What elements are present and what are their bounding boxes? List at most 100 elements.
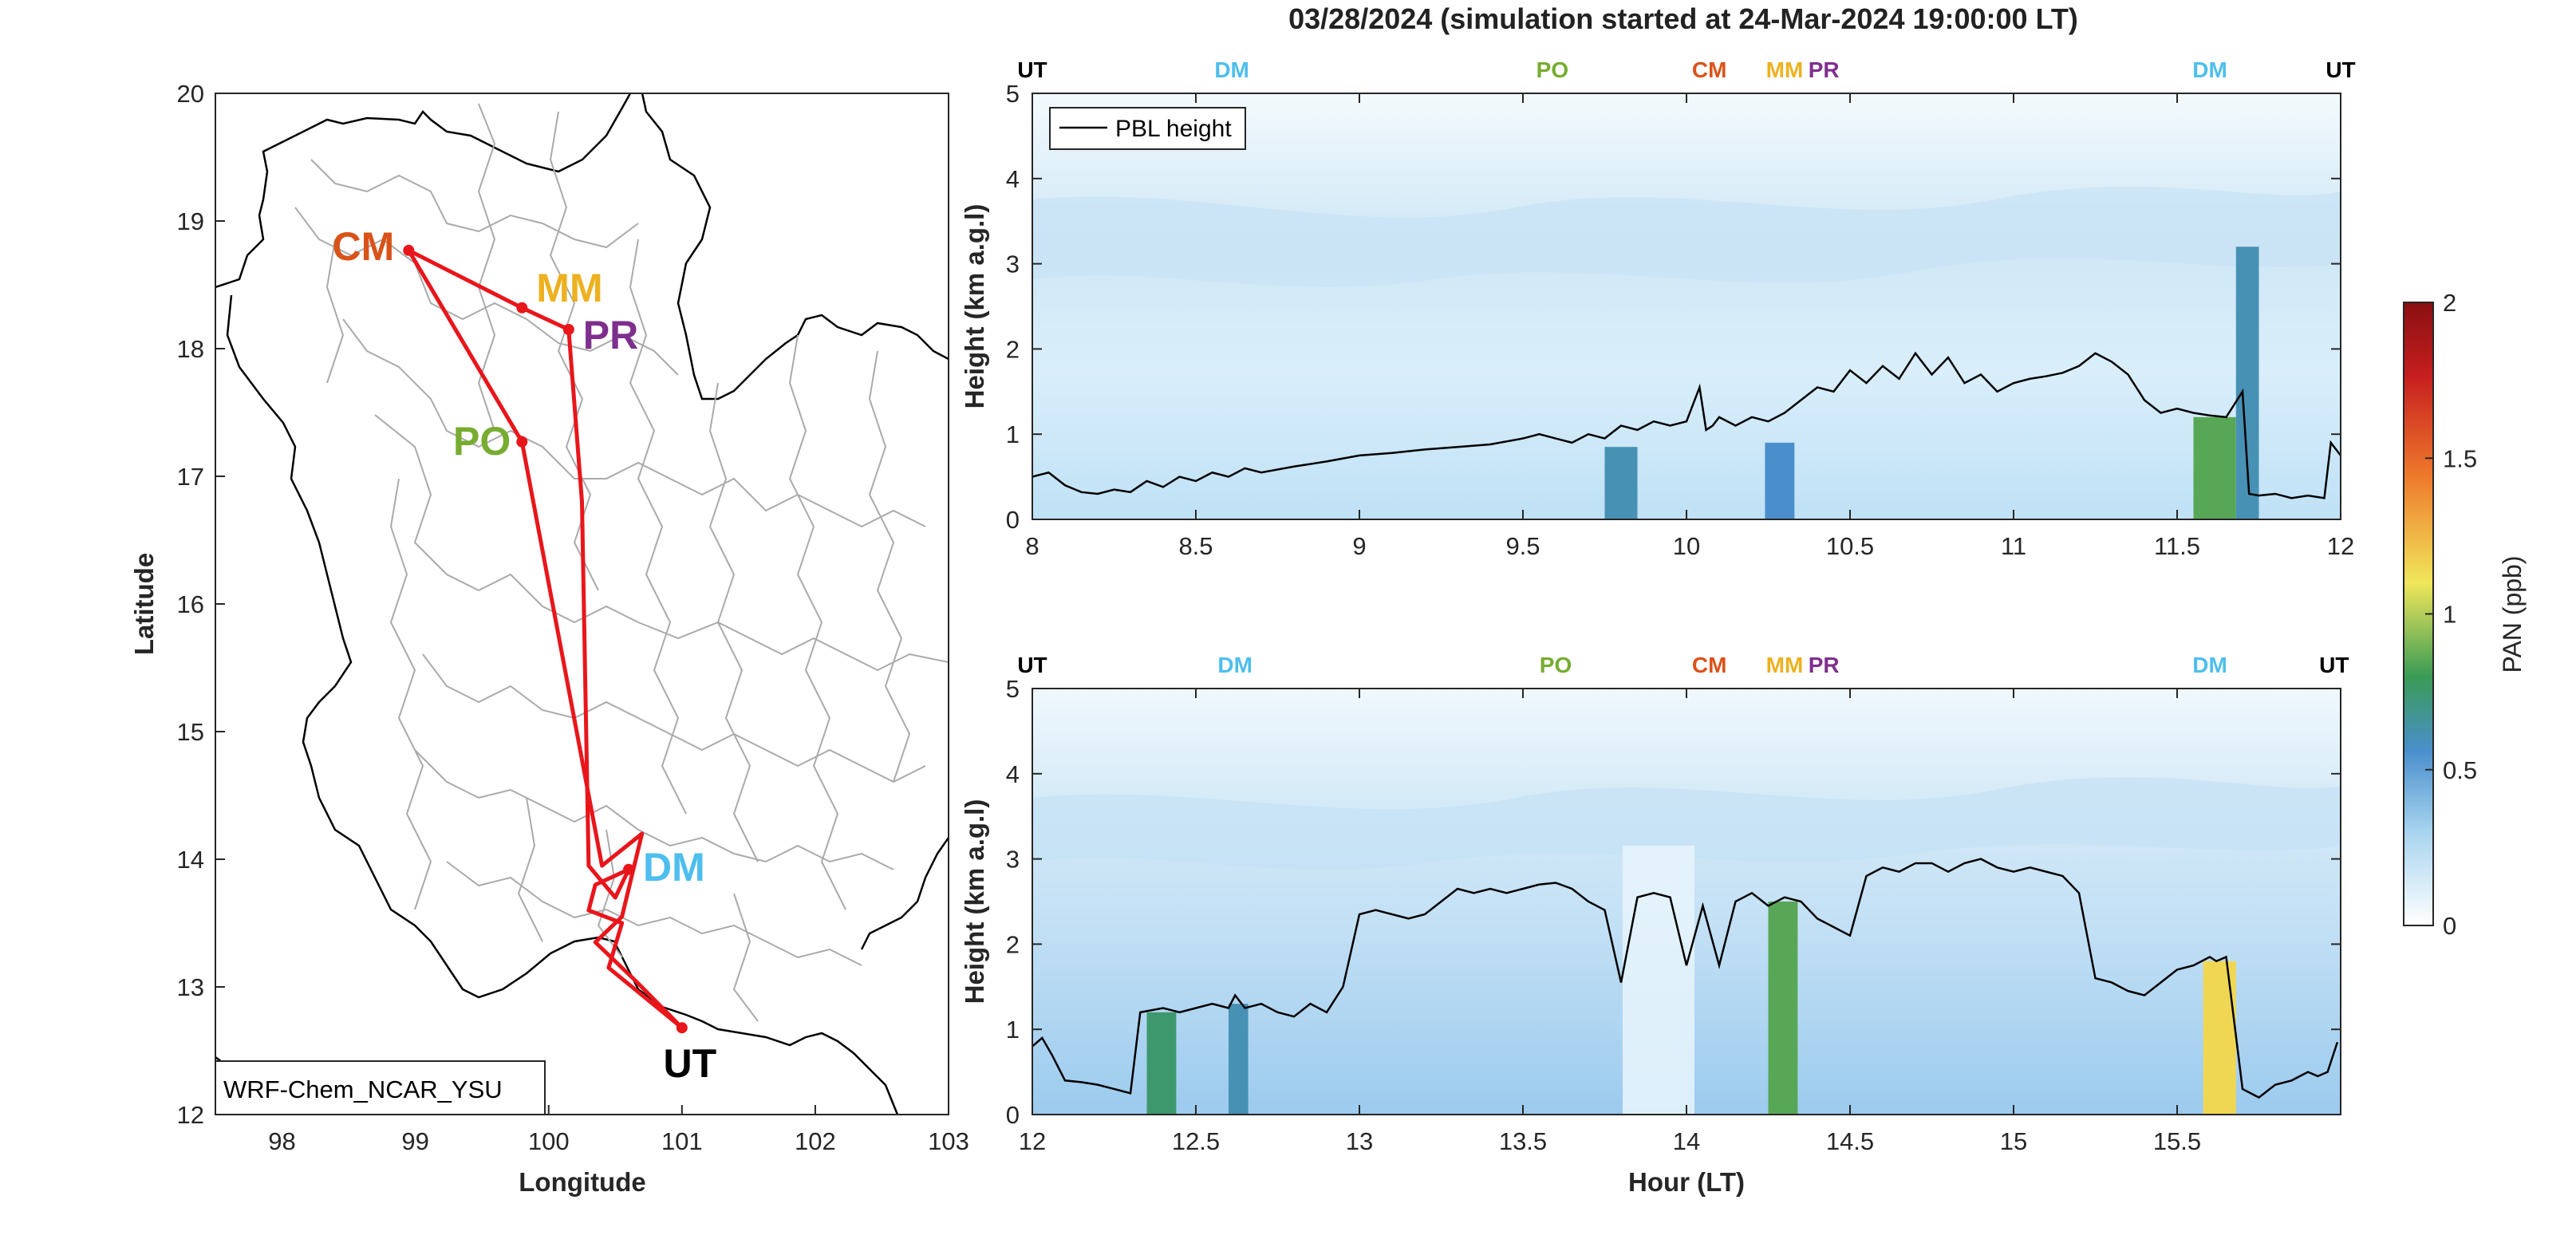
curtain-ytick-label: 1 (1006, 420, 1020, 448)
upper-station-marks: UT DM PO CM MM PR DM UT (1017, 57, 2355, 82)
station-mark: DM (2192, 57, 2227, 82)
station-mark: PR (1809, 653, 1840, 677)
station-mark: MM (1766, 653, 1804, 677)
curtain-ytick-label: 3 (1006, 251, 1020, 278)
colorbar-tick-label: 1 (2443, 601, 2456, 629)
map-ytick-label: 20 (177, 80, 204, 108)
lower-enhanced-columns (1146, 902, 2236, 1115)
station-mark: DM (1217, 653, 1252, 677)
station-marker (516, 436, 528, 448)
station-mark: UT (1017, 57, 1047, 82)
station-mark: PR (1809, 57, 1840, 82)
pbl-legend: PBL height (1049, 107, 1246, 150)
curtain-ytick-label: 0 (1006, 506, 1020, 534)
station-marker (622, 863, 634, 875)
enhanced-pan-column (1604, 447, 1638, 519)
colorbar-tick-label: 2 (2443, 289, 2456, 317)
station-marker (516, 302, 528, 314)
station-mark: DM (2192, 653, 2227, 677)
enhanced-pan-column (1229, 1004, 1249, 1115)
curtain-xtick-label: 8.5 (1178, 532, 1213, 560)
lower-xlabel: Hour (LT) (1628, 1167, 1745, 1197)
station-marker (403, 244, 415, 256)
flight-track-line (406, 248, 684, 1030)
curtain-xtick-label: 13 (1346, 1127, 1373, 1155)
curtain-xtick-label: 9.5 (1505, 532, 1540, 560)
enhanced-pan-column (1146, 1012, 1177, 1115)
map-ytick-label: 13 (177, 973, 204, 1001)
enhanced-pan-column (1765, 442, 1795, 519)
station-marker (676, 1022, 688, 1034)
curtain-ytick-label: 4 (1006, 760, 1020, 788)
map-xtick-label: 103 (928, 1127, 969, 1155)
station-mark: CM (1692, 57, 1727, 82)
map-xtick-label: 102 (795, 1127, 836, 1155)
pbl-legend-label: PBL height (1115, 116, 1232, 142)
curtain-xtick-label: 12.5 (1172, 1127, 1220, 1155)
map-ytick-label: 18 (177, 335, 204, 363)
lower-clean-gap (1623, 846, 1694, 1115)
colorbar-tick-label: 0 (2443, 912, 2456, 940)
map-ytick-label: 16 (177, 590, 204, 618)
colorbar-ticks: 0 0.5 1 1.5 2 (2425, 289, 2477, 940)
map-xtick-label: 98 (268, 1127, 295, 1155)
upper-curtain-background (1032, 93, 2341, 519)
curtain-ytick-label: 2 (1006, 335, 1020, 363)
upper-pbl-line (1032, 351, 2341, 499)
colorbar-tick-label: 0.5 (2443, 756, 2477, 784)
curtain-xtick-label: 10 (1673, 532, 1700, 560)
map-xtick-label: 100 (528, 1127, 570, 1155)
lower-pbl-line (1032, 858, 2339, 1099)
station-mark: UT (1017, 653, 1047, 677)
curtain-ytick-label: 2 (1006, 930, 1020, 958)
colorbar: 0 0.5 1 1.5 2 PAN (ppb) (2403, 289, 2527, 940)
station-mark: DM (1214, 57, 1249, 82)
lower-station-marks: UT DM PO CM MM PR DM UT (1017, 653, 2349, 677)
curtain-ytick-label: 5 (1006, 80, 1020, 108)
station-label: UT (663, 1041, 716, 1086)
map-ytick-label: 14 (177, 846, 204, 874)
model-annotation: WRF-Chem_NCAR_YSU (215, 1060, 546, 1115)
curtain-ytick-label: 1 (1006, 1016, 1020, 1044)
curtain-ytick-label: 4 (1006, 165, 1020, 193)
model-annotation-text: WRF-Chem_NCAR_YSU (223, 1075, 503, 1103)
station-mark: PO (1540, 653, 1572, 677)
curtain-xtick-label: 8 (1025, 532, 1039, 560)
enhanced-pan-column (2203, 961, 2236, 1115)
curtain-xtick-label: 11 (2001, 532, 2026, 560)
curtain-xtick-label: 10.5 (1826, 532, 1874, 560)
enhanced-pan-column (1768, 902, 1798, 1115)
curtain-xtick-label: 11.5 (2154, 532, 2200, 560)
map-ytick-label: 17 (177, 463, 204, 491)
curtain-xtick-label: 14 (1673, 1127, 1700, 1155)
station-label: PR (583, 313, 638, 357)
map-xlabel: Longitude (519, 1167, 645, 1197)
map-xtick-label: 99 (401, 1127, 428, 1155)
curtain-ytick-label: 0 (1006, 1101, 1020, 1129)
lower-aloft-band (1032, 777, 2341, 870)
curtain-xtick-label: 14.5 (1826, 1127, 1874, 1155)
map-ytick-label: 19 (177, 207, 204, 235)
figure-title: 03/28/2024 (simulation started at 24-Mar… (1288, 2, 2078, 35)
province-borders (294, 103, 949, 1022)
upper-aloft-band (1032, 186, 2341, 287)
curtain-xtick-label: 15 (2000, 1127, 2027, 1155)
lower-ylabel: Height (km a.g.l) (960, 799, 989, 1004)
map-borders (215, 93, 949, 1115)
station-mark: PO (1537, 57, 1568, 82)
station-label: PO (453, 419, 511, 464)
map-ytick-label: 12 (177, 1101, 204, 1129)
curtain-xtick-label: 12 (2327, 532, 2354, 560)
upper-ylabel: Height (km a.g.l) (960, 204, 989, 409)
map-xtick-label: 101 (661, 1127, 703, 1155)
station-mark: MM (1766, 57, 1804, 82)
curtain-xtick-label: 15.5 (2153, 1127, 2201, 1155)
curtain-ytick-label: 3 (1006, 846, 1020, 874)
map-ticks: 98 99 100 101 102 103 12 13 14 15 16 17 18 19 20 (177, 80, 969, 1155)
